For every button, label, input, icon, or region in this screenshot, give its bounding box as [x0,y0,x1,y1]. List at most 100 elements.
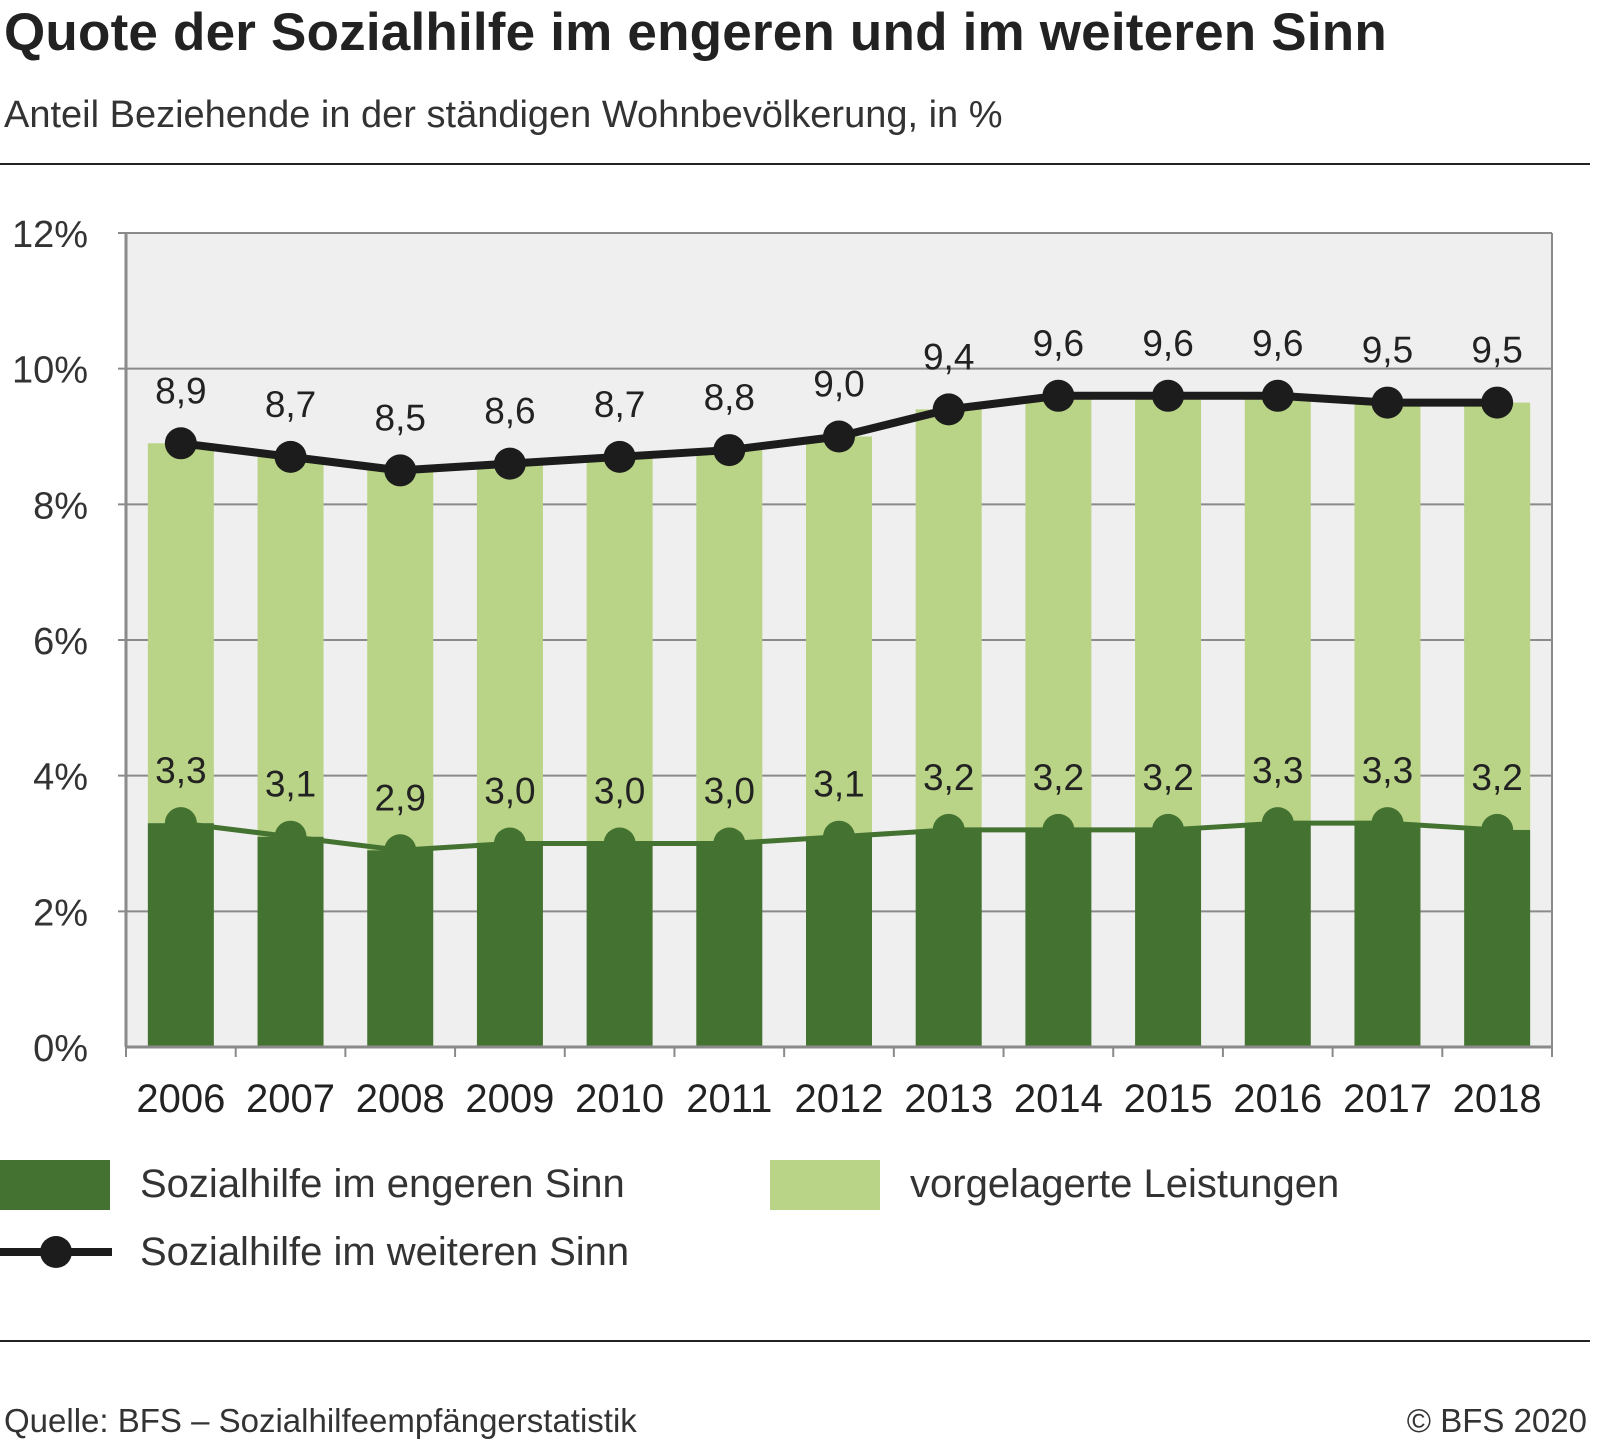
data-label-narrow: 3,3 [1252,750,1303,791]
y-tick-label: 2% [33,892,88,934]
data-label-narrow: 3,0 [484,771,535,812]
data-label-broad: 9,6 [1142,323,1193,364]
data-label-narrow: 3,2 [1033,757,1084,798]
bar-narrow [1025,829,1092,1047]
data-label-narrow: 3,2 [1471,757,1522,798]
point-narrow [1261,807,1294,840]
bar-narrow [806,836,872,1047]
bar-upstream [476,463,543,844]
data-label-broad: 8,5 [375,397,426,438]
x-tick-label: 2013 [904,1077,993,1121]
data-label-broad: 9,5 [1471,330,1522,371]
legend-label-narrow: Sozialhilfe im engeren Sinn [140,1162,625,1206]
point-broad [713,434,746,467]
point-narrow [1371,807,1404,840]
data-label-narrow: 3,3 [1362,750,1413,791]
data-label-broad: 8,6 [484,391,535,432]
bar-narrow [476,843,543,1047]
data-label-broad: 9,6 [1033,323,1084,364]
point-narrow [1481,813,1514,846]
bar-narrow [1464,829,1531,1047]
data-label-narrow: 3,0 [594,771,645,812]
point-narrow [823,820,855,853]
bar-narrow [1135,829,1202,1047]
bar-narrow [915,829,982,1047]
point-broad [1481,386,1514,419]
point-broad [164,427,197,460]
y-tick-label: 4% [33,757,88,799]
legend-label-broad: Sozialhilfe im weiteren Sinn [140,1230,630,1274]
x-tick-label: 2009 [465,1077,554,1121]
bar-upstream [1135,395,1202,830]
data-label-broad: 9,6 [1252,323,1303,364]
bar-upstream [1025,395,1092,830]
bar-narrow [147,823,214,1047]
bar-upstream [1464,402,1531,830]
bar-narrow [1354,823,1421,1047]
copyright-note: © BFS 2020 [1406,1402,1587,1439]
data-label-narrow: 3,2 [923,757,974,798]
chart: 0% 2% 4% 6% 8% 10% 12% 2006 2007 2008 2009 2010 2011… [12,214,1553,1121]
point-narrow [603,827,636,860]
point-broad [823,420,855,453]
x-tick-label: 2016 [1233,1077,1322,1121]
bar-narrow [696,843,763,1047]
point-narrow [384,834,417,867]
data-label-narrow: 2,9 [375,777,426,818]
data-label-broad: 8,8 [704,377,755,418]
point-narrow [713,827,746,860]
bar-upstream [147,443,214,824]
data-label-narrow: 3,2 [1142,757,1193,798]
point-broad [1261,379,1294,412]
point-broad [1371,386,1404,419]
bar-narrow [586,843,653,1047]
y-tick-label: 6% [33,621,88,663]
data-label-broad: 8,7 [265,384,316,425]
point-narrow [164,807,197,840]
x-tick-label: 2008 [356,1077,445,1121]
point-broad [274,440,307,473]
bar-upstream [367,470,434,851]
point-narrow [932,813,965,846]
x-tick-label: 2018 [1453,1077,1542,1121]
x-tick-label: 2015 [1124,1077,1213,1121]
x-tick-label: 2017 [1343,1077,1432,1121]
point-narrow [1152,813,1185,846]
point-broad [1152,379,1185,412]
source-note: Quelle: BFS – Sozialhilfeempfängerstatis… [4,1402,637,1439]
x-tick-label: 2006 [136,1077,225,1121]
data-label-narrow: 3,3 [155,750,206,791]
x-tick-label: 2014 [1014,1077,1103,1121]
bar-narrow [257,836,324,1047]
x-tick-label: 2012 [795,1077,884,1121]
bar-upstream [586,456,653,844]
bottom-divider [0,1340,1590,1342]
bar-upstream [1354,402,1421,824]
data-label-broad: 8,9 [155,370,206,411]
bar-narrow [1244,823,1311,1047]
bar-upstream [806,436,872,837]
top-divider [0,163,1590,165]
data-label-broad: 9,4 [923,336,974,377]
point-broad [384,454,417,487]
data-label-broad: 8,7 [594,384,645,425]
bar-upstream [1244,395,1311,824]
point-broad [932,393,965,426]
x-tick-label: 2007 [246,1077,335,1121]
y-tick-label: 10% [12,350,88,392]
legend-swatch-narrow [0,1160,110,1210]
data-label-broad: 9,0 [813,364,864,405]
legend-swatch-broad [0,1236,112,1268]
bar-upstream [915,409,982,830]
point-broad [1042,379,1075,412]
y-tick-label: 12% [12,214,88,256]
bar-upstream [257,456,324,837]
legend-swatch-upstream [770,1160,880,1210]
y-tick-label: 8% [33,485,88,527]
data-label-broad: 9,5 [1362,330,1413,371]
x-tick-label: 2010 [575,1077,664,1121]
chart-title: Quote der Sozialhilfe im engeren und im … [4,3,1387,62]
point-broad [493,447,526,480]
data-label-narrow: 3,1 [813,764,864,805]
data-label-narrow: 3,1 [265,764,316,805]
